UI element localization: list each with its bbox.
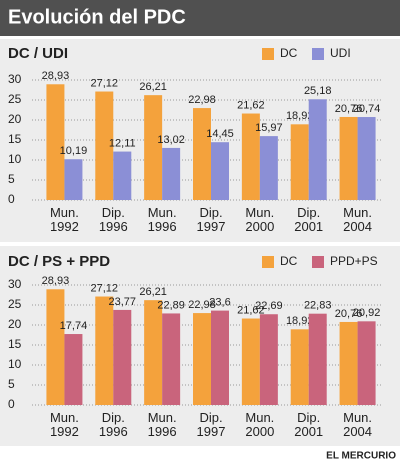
bar [308, 313, 327, 405]
chart-title: DC / PS + PPD [8, 253, 110, 270]
title-bar [0, 0, 400, 36]
value-label: 21,62 [237, 99, 265, 111]
value-label: 27,12 [91, 77, 119, 89]
value-label: 28,93 [42, 275, 70, 287]
value-label: 20,92 [353, 307, 381, 319]
bar [339, 321, 358, 405]
legend-swatch [312, 48, 324, 60]
bar [113, 309, 132, 405]
bar [144, 95, 163, 200]
bar [162, 313, 181, 405]
value-label: 27,12 [91, 282, 119, 294]
bar [308, 99, 327, 200]
y-tick-label: 20 [8, 112, 22, 126]
chart-title: DC / UDI [8, 45, 68, 62]
bar [144, 300, 163, 405]
x-tick-label: Dip. 1997 [196, 410, 226, 439]
y-tick-label: 15 [8, 132, 22, 146]
value-label: 14,45 [206, 128, 234, 140]
value-label: 22,89 [157, 299, 185, 311]
value-label: 25,18 [304, 85, 332, 97]
value-label: 10,19 [60, 145, 88, 157]
bar [241, 318, 260, 405]
value-label: 15,97 [255, 122, 283, 134]
source: EL MERCURIO [326, 451, 396, 462]
legend-swatch [312, 256, 324, 268]
y-tick-label: 20 [8, 317, 22, 331]
bar [162, 147, 181, 200]
value-label: 12,11 [109, 137, 136, 149]
y-tick-label: 15 [8, 337, 22, 351]
bar [46, 289, 65, 405]
bar [113, 151, 132, 200]
value-label: 21,62 [237, 304, 265, 316]
bar [241, 113, 260, 200]
x-tick-label: Mun. 2000 [245, 410, 275, 439]
x-tick-label: Dip. 1996 [98, 410, 128, 439]
bar [193, 108, 211, 200]
x-tick-label: Mun. 2000 [245, 205, 275, 234]
value-label: 22,98 [188, 299, 216, 311]
value-label: 22,98 [188, 94, 216, 106]
legend-label: PPD+PS [330, 254, 378, 268]
value-label: 17,74 [60, 320, 88, 332]
y-tick-label: 10 [8, 152, 22, 166]
bar [357, 321, 376, 405]
value-label: 26,21 [139, 81, 167, 93]
legend-label: UDI [330, 46, 351, 60]
y-tick-label: 25 [8, 92, 22, 106]
x-tick-label: Dip. 2001 [294, 205, 324, 234]
bar [290, 329, 309, 405]
page-title: Evolución del PDC [8, 6, 186, 28]
value-label: 22,69 [255, 300, 283, 312]
value-label: 18,92 [286, 315, 314, 327]
x-tick-label: Mun. 2004 [343, 410, 373, 439]
x-tick-label: Dip. 2001 [294, 410, 324, 439]
x-tick-label: Mun. 1996 [147, 205, 177, 234]
value-label: 13,02 [157, 134, 185, 146]
bar [259, 136, 278, 200]
bar [46, 84, 65, 200]
legend-label: DC [280, 254, 298, 268]
value-label: 22,83 [304, 300, 332, 312]
x-tick-label: Mun. 1992 [49, 205, 79, 234]
bar [290, 124, 309, 200]
legend-swatch [262, 256, 274, 268]
value-label: 20,76 [335, 308, 363, 320]
bar [211, 142, 229, 200]
value-label: 23,77 [109, 296, 137, 308]
value-label: 18,92 [286, 110, 314, 122]
bar [259, 314, 278, 405]
bar [211, 310, 229, 405]
value-label: 20,74 [353, 103, 381, 115]
bar [339, 116, 358, 200]
value-label: 28,93 [42, 70, 70, 82]
bar [357, 117, 376, 200]
legend-label: DC [280, 46, 298, 60]
y-tick-label: 30 [8, 277, 22, 291]
bar [193, 313, 211, 405]
legend-swatch [262, 48, 274, 60]
bar [64, 159, 83, 200]
value-label: 23,6 [209, 297, 230, 309]
value-label: 20,76 [335, 103, 363, 115]
y-tick-label: 0 [8, 397, 15, 411]
x-tick-label: Mun. 1992 [49, 410, 79, 439]
x-tick-label: Mun. 1996 [147, 410, 177, 439]
x-tick-label: Dip. 1996 [98, 205, 128, 234]
y-tick-label: 5 [8, 172, 15, 186]
bar [95, 296, 114, 405]
value-label: 26,21 [139, 286, 167, 298]
x-tick-label: Mun. 2004 [343, 205, 373, 234]
x-tick-label: Dip. 1997 [196, 205, 226, 234]
y-tick-label: 0 [8, 192, 15, 206]
bar [95, 91, 114, 200]
y-tick-label: 5 [8, 377, 15, 391]
y-tick-label: 10 [8, 357, 22, 371]
y-tick-label: 25 [8, 297, 22, 311]
bar [64, 334, 83, 405]
y-tick-label: 30 [8, 72, 22, 86]
